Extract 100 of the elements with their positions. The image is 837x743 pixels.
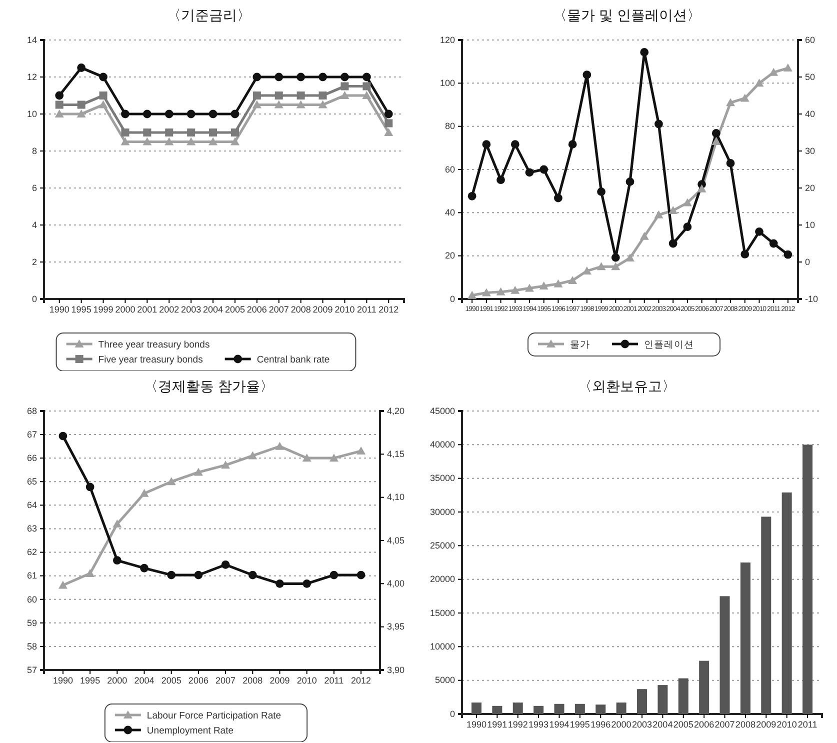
point (187, 128, 196, 136)
point (302, 454, 312, 462)
y-tick-label: 4 (32, 220, 37, 230)
y2-tick-label: 60 (805, 34, 816, 45)
point (510, 286, 520, 294)
point (165, 128, 174, 136)
point (340, 82, 349, 90)
y2-tick-label: 4,20 (387, 406, 405, 416)
point (77, 64, 86, 72)
x-tick-label: 2004 (652, 719, 673, 730)
point (668, 206, 678, 214)
point (302, 579, 312, 588)
point (76, 110, 86, 118)
chart-title: 〈외환보유고〉 (578, 378, 676, 394)
bar (492, 706, 502, 714)
point (54, 110, 64, 118)
x-tick-label: 2011 (798, 719, 818, 730)
y2-tick-label: 4,05 (387, 535, 405, 546)
point (525, 168, 534, 177)
y2-tick-label: 4,15 (387, 449, 405, 460)
x-tick-label: 1996 (590, 719, 611, 730)
point (58, 580, 68, 589)
x-tick-label: 2009 (312, 304, 333, 314)
point (275, 442, 284, 450)
x-tick-label: 2005 (161, 675, 182, 686)
point (596, 262, 606, 270)
x-tick-label: 2007 (714, 719, 735, 730)
y2-tick-label: 30 (805, 146, 816, 156)
y-tick-label: 80 (444, 121, 455, 132)
point (524, 284, 534, 292)
point (329, 454, 338, 462)
bar (637, 689, 647, 714)
point (654, 210, 664, 218)
point (468, 290, 477, 299)
bar (678, 678, 688, 714)
y2-tick-label: 40 (805, 108, 816, 119)
point (166, 477, 176, 486)
point (384, 119, 393, 128)
y-tick-label: 40000 (430, 440, 455, 450)
legend-label: Five year treasury bonds (98, 354, 204, 366)
point (468, 192, 476, 200)
point (121, 110, 130, 118)
y-tick-label: 35000 (430, 473, 455, 484)
y-tick-label: 45000 (430, 406, 455, 416)
point (142, 110, 152, 118)
point (98, 100, 108, 108)
point (55, 91, 64, 100)
point (640, 232, 649, 240)
point (296, 100, 306, 108)
legend-label: Unemployment Rate (146, 726, 234, 736)
chart-title: 〈경제활동 참가율〉 (144, 378, 274, 394)
point (626, 178, 634, 186)
point (340, 91, 350, 99)
point (683, 222, 692, 232)
y-tick-label: 60 (26, 594, 37, 604)
point (55, 100, 64, 109)
legend-label: Labour Force Participation Rate (146, 710, 282, 722)
point (86, 482, 94, 492)
y-tick-label: 120 (440, 34, 455, 45)
y-tick-label: 59 (26, 618, 37, 628)
point (362, 82, 371, 90)
x-tick-label: 2007 (268, 304, 289, 314)
point (274, 72, 284, 82)
point (230, 137, 240, 146)
y-tick-label: 30000 (430, 506, 455, 517)
y-tick-label: 66 (26, 452, 37, 463)
bar (574, 704, 585, 714)
point (318, 72, 327, 82)
point (697, 184, 706, 192)
x-tick-label: 2000 (611, 719, 632, 730)
point (121, 128, 130, 136)
x-tick-label: 2008 (735, 719, 756, 730)
x-tick-label: 2000 (107, 675, 128, 686)
y-tick-label: 100 (440, 78, 455, 88)
point (221, 560, 230, 569)
y2-tick-label: 4,10 (387, 492, 405, 502)
y-tick-label: 60 (444, 164, 455, 174)
y-tick-label: 10 (26, 108, 37, 119)
point (384, 128, 394, 136)
x-tick-label: 2004 (134, 675, 154, 686)
point (140, 488, 149, 497)
x-tick-label: 1994 (549, 719, 570, 730)
x-tick-label: 1999 (93, 304, 114, 314)
y2-tick-label: 50 (805, 72, 816, 82)
y-tick-label: 12 (26, 72, 37, 82)
y2-tick-label: 3,95 (387, 622, 405, 632)
point (654, 120, 663, 128)
point (784, 250, 792, 259)
point (274, 100, 284, 108)
point (112, 556, 122, 565)
y-tick-label: 0 (450, 708, 455, 719)
point (209, 128, 218, 136)
y-tick-label: 58 (26, 641, 37, 652)
point (640, 48, 649, 56)
x-tick-label: 2006 (694, 719, 714, 730)
bar (658, 685, 668, 714)
bar (471, 702, 482, 714)
x-tick-label: 2006 (246, 304, 267, 314)
x-tick-label: 2011 (357, 304, 376, 314)
point (221, 460, 230, 469)
